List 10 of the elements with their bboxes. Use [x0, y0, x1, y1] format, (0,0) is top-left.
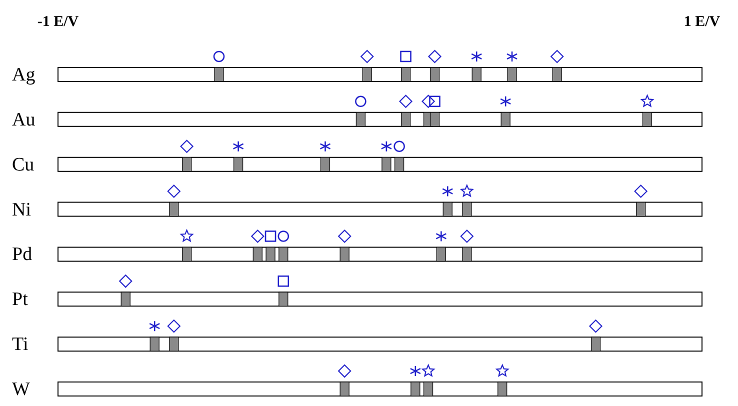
y-tick-label: Ag: [12, 64, 36, 86]
y-tick-label: Ti: [12, 334, 28, 356]
x-tick-label: -1 E/V: [37, 14, 79, 30]
x-tick-label: 1 E/V: [684, 14, 720, 30]
y-tick-label: Pt: [12, 289, 29, 310]
y-tick-label: Ni: [12, 199, 31, 220]
y-tick-label: W: [12, 379, 30, 400]
y-tick-label: Au: [12, 109, 36, 130]
y-tick-label: Cu: [12, 154, 35, 176]
y-tick-label: Pd: [12, 244, 33, 266]
